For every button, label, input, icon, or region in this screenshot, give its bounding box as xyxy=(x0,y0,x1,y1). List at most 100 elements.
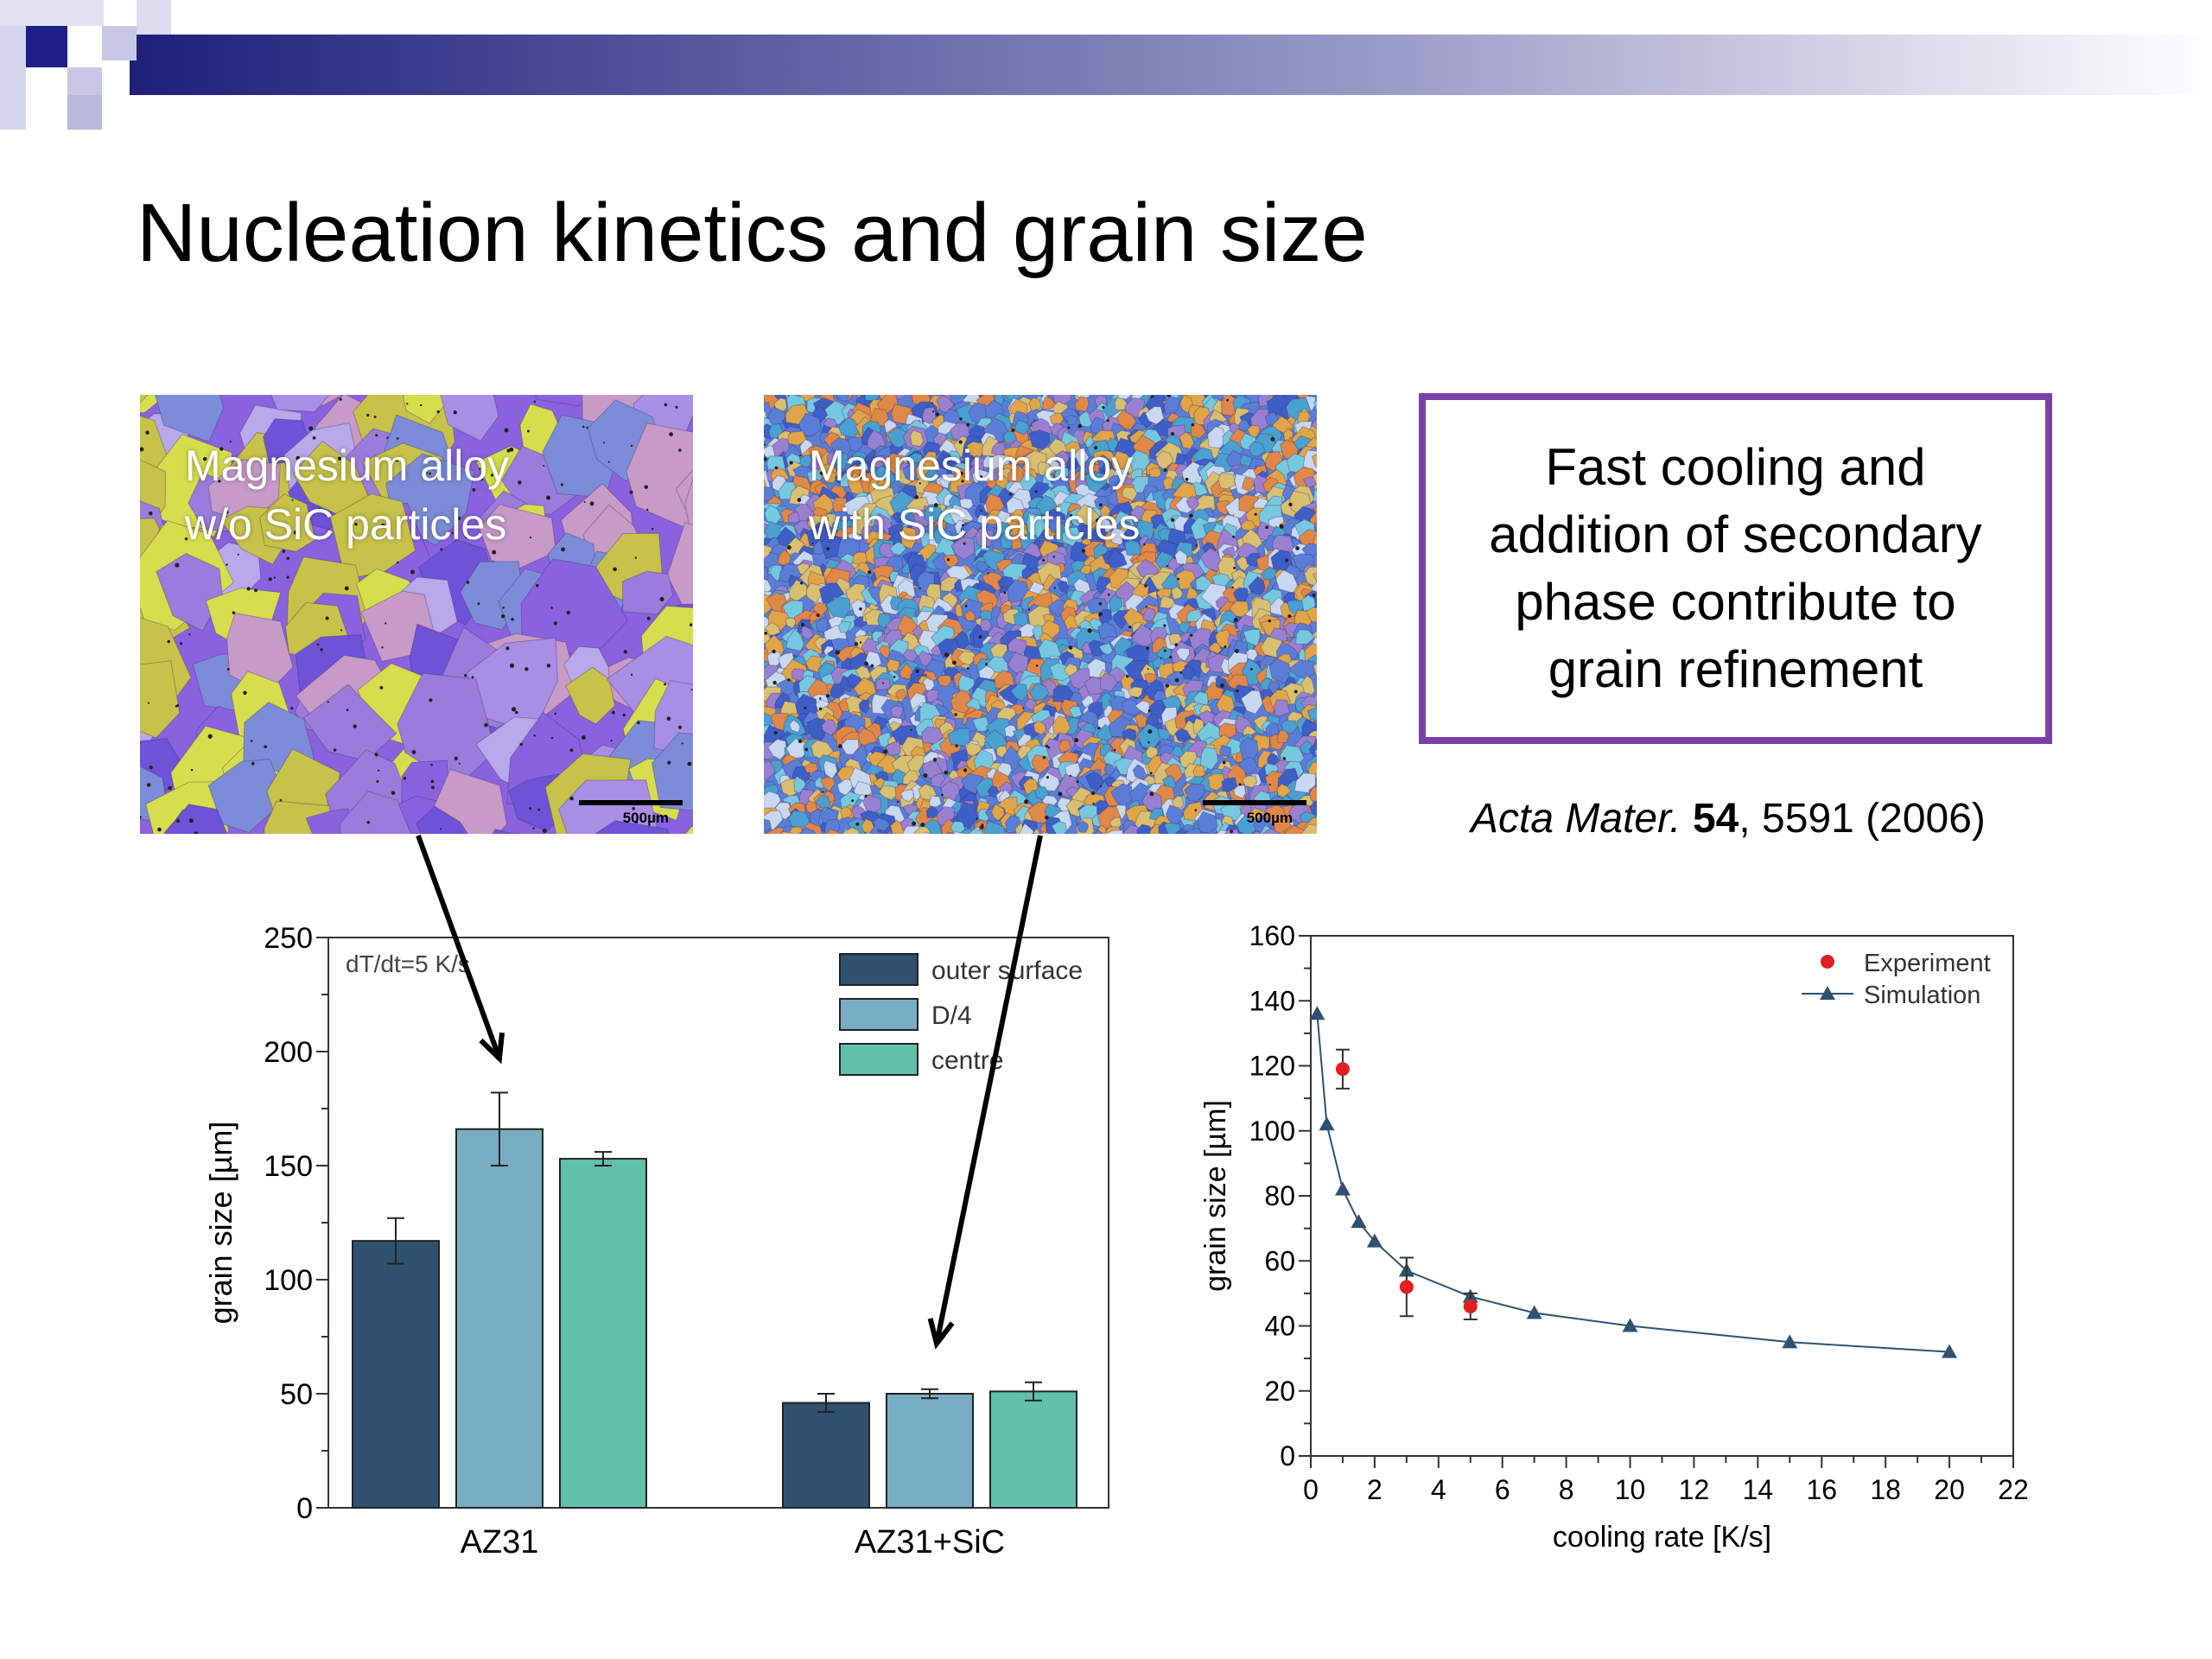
grain xyxy=(900,525,918,550)
grain xyxy=(1014,419,1030,435)
particle-dot xyxy=(512,707,517,712)
grain xyxy=(1028,397,1042,411)
particle-dot xyxy=(296,455,301,461)
particle-dot xyxy=(243,690,247,696)
grain xyxy=(440,395,499,442)
particle-dot xyxy=(471,676,474,679)
particle-dot xyxy=(286,575,289,579)
particle-dot xyxy=(542,828,547,834)
grain xyxy=(1306,606,1317,623)
grain xyxy=(950,536,976,561)
particle-dot xyxy=(484,722,488,728)
grain xyxy=(594,820,669,834)
grain xyxy=(773,397,787,412)
grain xyxy=(1065,414,1078,426)
grain xyxy=(156,552,223,632)
grain xyxy=(1313,663,1317,679)
particle-dot xyxy=(202,456,207,461)
particle-dot xyxy=(396,437,399,440)
grain xyxy=(1009,509,1025,524)
grain xyxy=(1280,720,1298,734)
particle-dot xyxy=(519,742,523,747)
grain xyxy=(957,651,977,666)
particle-dot xyxy=(251,761,255,766)
grain xyxy=(1155,645,1174,661)
grain xyxy=(259,493,316,552)
particle-dot xyxy=(536,583,539,588)
grain xyxy=(1302,476,1317,488)
particle-dot xyxy=(464,674,467,677)
grain xyxy=(1240,690,1263,715)
scale-label: 500µm xyxy=(622,810,669,826)
grain xyxy=(1151,419,1173,437)
grain xyxy=(513,832,520,834)
particle-dot xyxy=(290,707,294,710)
particle-dot xyxy=(167,639,170,644)
grain xyxy=(1130,475,1149,494)
grain xyxy=(876,395,899,414)
pointer-arrow xyxy=(934,835,1043,1344)
grain xyxy=(140,395,149,404)
particle-dot xyxy=(607,461,610,463)
particle-dot xyxy=(569,748,574,753)
particle-dot xyxy=(529,807,532,810)
particle-dot xyxy=(451,531,454,535)
particle-dot xyxy=(429,698,433,702)
particle-dot xyxy=(490,474,494,477)
grain xyxy=(1111,609,1129,630)
particle-dot xyxy=(532,827,535,830)
micrograph-with-sic: Magnesium alloy with SiC particles 500µm xyxy=(764,395,1317,834)
grain xyxy=(1096,518,1114,533)
grain xyxy=(1208,641,1223,654)
particle-dot xyxy=(326,532,329,536)
grain xyxy=(889,490,918,520)
particle-dot xyxy=(246,587,251,591)
micrograph-without-sic: Magnesium alloy w/o SiC particles 500µm xyxy=(140,395,693,834)
grain xyxy=(1057,581,1070,594)
particle-dot xyxy=(366,413,370,417)
particle-dot xyxy=(339,397,342,401)
grain xyxy=(1127,686,1143,698)
grain xyxy=(950,689,974,715)
particle-dot xyxy=(147,702,150,704)
particle-dot xyxy=(337,456,342,461)
grain xyxy=(788,579,810,602)
particle-dot xyxy=(622,713,626,717)
particle-dot xyxy=(429,472,431,475)
particle-dot xyxy=(157,827,162,832)
particle-dot xyxy=(677,725,683,729)
particle-dot xyxy=(406,403,409,405)
particle-dot xyxy=(340,629,343,632)
particle-dot xyxy=(546,664,551,668)
particle-dot xyxy=(140,816,142,819)
particle-dot xyxy=(529,536,532,539)
particle-dot xyxy=(666,716,671,721)
particle-dot xyxy=(376,779,379,783)
grain xyxy=(1311,454,1317,468)
grain xyxy=(1122,486,1138,502)
particle-dot xyxy=(566,610,571,615)
grain xyxy=(821,718,838,736)
grain xyxy=(1098,643,1114,656)
grain xyxy=(1073,448,1090,467)
particle-dot xyxy=(546,495,551,500)
grain xyxy=(1055,449,1071,467)
particle-dot xyxy=(353,724,357,728)
particle-dot xyxy=(456,516,461,520)
grain xyxy=(155,395,225,443)
grain xyxy=(1080,564,1092,575)
particle-dot xyxy=(420,404,423,407)
grain xyxy=(1181,665,1196,680)
particle-dot xyxy=(629,490,633,494)
grain xyxy=(940,576,958,593)
particle-dot xyxy=(219,447,224,451)
particle-dot xyxy=(480,477,484,480)
grain xyxy=(1211,395,1225,402)
particle-dot xyxy=(505,646,510,651)
particle-dot xyxy=(194,831,199,834)
particle-dot xyxy=(149,765,153,770)
particle-dot xyxy=(634,556,638,559)
particle-dot xyxy=(689,623,693,626)
particle-dot xyxy=(280,509,283,512)
